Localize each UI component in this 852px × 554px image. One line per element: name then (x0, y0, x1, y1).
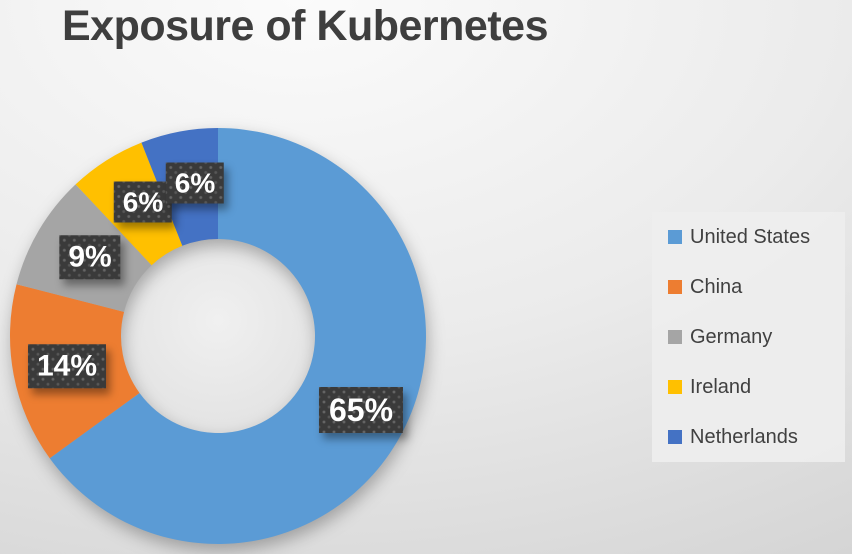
legend-item-ireland: Ireland (652, 362, 845, 412)
legend-item-united-states: United States (652, 212, 845, 262)
donut-hole (120, 238, 316, 434)
legend-label-china: China (690, 275, 743, 298)
legend-item-china: China (652, 262, 845, 312)
legend-swatch-netherlands (668, 430, 682, 444)
legend-item-netherlands: Netherlands (652, 412, 845, 462)
legend-swatch-ireland (668, 380, 682, 394)
legend-label-netherlands: Netherlands (690, 425, 798, 448)
chart-title: Exposure of Kubernetes (62, 2, 549, 50)
data-label-germany: 9% (59, 235, 120, 279)
legend: United States China Germany Ireland Netherla… (652, 212, 845, 462)
data-label-united-states: 65% (319, 387, 403, 433)
donut-slice-united-states (49, 128, 426, 544)
legend-label-germany: Germany (690, 325, 773, 348)
legend-label-ireland: Ireland (690, 375, 752, 398)
data-label-ireland: 6% (114, 182, 172, 223)
legend-swatch-united-states (668, 230, 682, 244)
legend-label-united-states: United States (690, 225, 811, 248)
legend-swatch-china (668, 280, 682, 294)
legend-swatch-germany (668, 330, 682, 344)
legend-item-germany: Germany (652, 312, 845, 362)
data-label-china: 14% (28, 344, 106, 388)
data-label-netherlands: 6% (166, 163, 224, 204)
